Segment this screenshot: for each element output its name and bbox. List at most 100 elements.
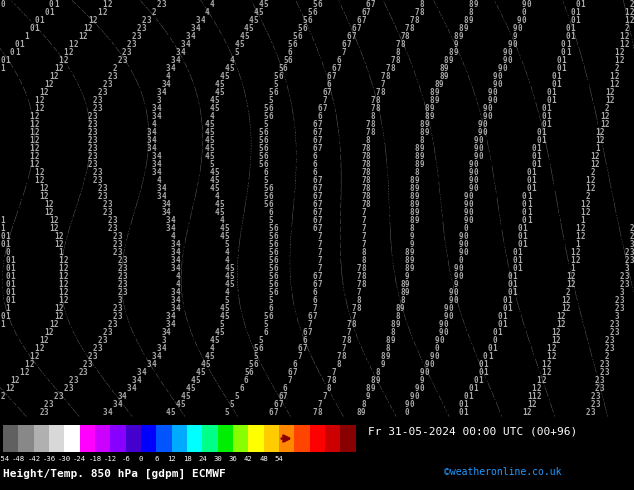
- Text: 7: 7: [376, 79, 380, 89]
- Text: 3: 3: [103, 88, 107, 97]
- Text: 2: 2: [49, 79, 53, 89]
- Text: 2: 2: [34, 400, 39, 409]
- Text: 9: 9: [429, 103, 434, 113]
- Text: 0: 0: [541, 7, 546, 17]
- Text: 2: 2: [624, 256, 629, 265]
- Text: 2: 2: [98, 272, 102, 281]
- Text: 2: 2: [78, 79, 83, 89]
- Text: 6: 6: [313, 248, 317, 257]
- Text: 3: 3: [107, 376, 112, 385]
- Text: 3: 3: [127, 216, 131, 225]
- Text: 2: 2: [630, 55, 634, 65]
- Text: 0: 0: [463, 368, 468, 377]
- Text: 0: 0: [463, 304, 468, 313]
- Text: 0: 0: [469, 376, 473, 385]
- Text: 3: 3: [619, 376, 624, 385]
- Text: 8: 8: [415, 16, 419, 24]
- Text: 8: 8: [380, 128, 385, 137]
- Text: 1: 1: [493, 384, 497, 393]
- Text: 1: 1: [547, 312, 551, 321]
- Text: 6: 6: [278, 376, 283, 385]
- Text: 3: 3: [127, 168, 131, 177]
- Text: 3: 3: [146, 120, 151, 129]
- Text: 3: 3: [624, 360, 629, 369]
- Text: 3: 3: [122, 280, 127, 289]
- Text: 7: 7: [307, 384, 312, 393]
- Text: 5: 5: [234, 384, 239, 393]
- Text: 1: 1: [15, 368, 20, 377]
- Text: 9: 9: [434, 152, 439, 161]
- Text: 6: 6: [288, 232, 292, 241]
- Text: 4: 4: [166, 336, 171, 345]
- Text: 1: 1: [522, 288, 527, 297]
- Text: 3: 3: [619, 296, 624, 305]
- Text: 6: 6: [332, 55, 337, 65]
- Text: 6: 6: [297, 232, 302, 241]
- Text: 1: 1: [576, 192, 580, 201]
- Text: 5: 5: [230, 128, 234, 137]
- Text: 5: 5: [224, 192, 229, 201]
- Text: 1: 1: [15, 216, 20, 225]
- Text: 2: 2: [78, 112, 83, 121]
- Text: 2: 2: [5, 392, 10, 401]
- Text: 7: 7: [342, 328, 346, 337]
- Text: 9: 9: [434, 336, 439, 345]
- Text: 5: 5: [219, 352, 224, 361]
- Text: 6: 6: [278, 320, 283, 329]
- Text: 4: 4: [146, 392, 151, 401]
- Text: 3: 3: [107, 160, 112, 169]
- Text: 2: 2: [68, 376, 73, 385]
- Text: 1: 1: [561, 248, 566, 257]
- Text: 4: 4: [215, 248, 219, 257]
- Text: 8: 8: [371, 168, 375, 177]
- Text: 9: 9: [439, 256, 444, 265]
- Text: 0: 0: [424, 408, 429, 417]
- Text: 7: 7: [317, 176, 321, 185]
- Text: 6: 6: [283, 376, 288, 385]
- Text: 6: 6: [317, 112, 321, 121]
- Text: 7: 7: [346, 248, 351, 257]
- Text: 9: 9: [420, 368, 424, 377]
- Text: 1: 1: [478, 408, 482, 417]
- Text: 6: 6: [302, 31, 307, 41]
- Text: 6: 6: [278, 344, 283, 353]
- Text: 7: 7: [342, 192, 346, 201]
- Text: 1: 1: [576, 176, 580, 185]
- Text: 9: 9: [454, 152, 458, 161]
- Text: 1: 1: [532, 312, 536, 321]
- Text: 2: 2: [44, 336, 49, 345]
- Text: 1: 1: [571, 64, 575, 73]
- Text: 5: 5: [215, 376, 219, 385]
- Text: 2: 2: [595, 224, 600, 233]
- Text: 3: 3: [88, 360, 93, 369]
- Text: 6: 6: [288, 368, 292, 377]
- Text: 8: 8: [356, 336, 361, 345]
- Text: 3: 3: [141, 320, 146, 329]
- Text: 2: 2: [595, 176, 600, 185]
- Text: 2: 2: [83, 103, 87, 113]
- Text: 1: 1: [605, 88, 609, 97]
- Text: 4: 4: [176, 232, 180, 241]
- Text: 2: 2: [600, 288, 605, 297]
- Text: 8: 8: [391, 128, 395, 137]
- Text: 1: 1: [512, 376, 517, 385]
- Text: 1: 1: [541, 312, 546, 321]
- Text: 2: 2: [581, 232, 585, 241]
- Text: 7: 7: [351, 48, 356, 56]
- Text: 8: 8: [405, 136, 410, 145]
- Text: 0: 0: [444, 360, 448, 369]
- Text: 5: 5: [210, 136, 214, 145]
- Text: 1: 1: [576, 16, 580, 24]
- Text: 6: 6: [293, 192, 297, 201]
- Text: 3: 3: [78, 400, 83, 409]
- Text: 5: 5: [244, 296, 249, 305]
- Text: 3: 3: [156, 64, 161, 73]
- Text: 8: 8: [439, 16, 444, 24]
- Text: 2: 2: [117, 272, 122, 281]
- Text: 1: 1: [547, 328, 551, 337]
- Text: 9: 9: [415, 192, 419, 201]
- Text: 4: 4: [156, 376, 161, 385]
- Text: 8: 8: [376, 368, 380, 377]
- Text: 9: 9: [420, 144, 424, 153]
- Text: 8: 8: [380, 320, 385, 329]
